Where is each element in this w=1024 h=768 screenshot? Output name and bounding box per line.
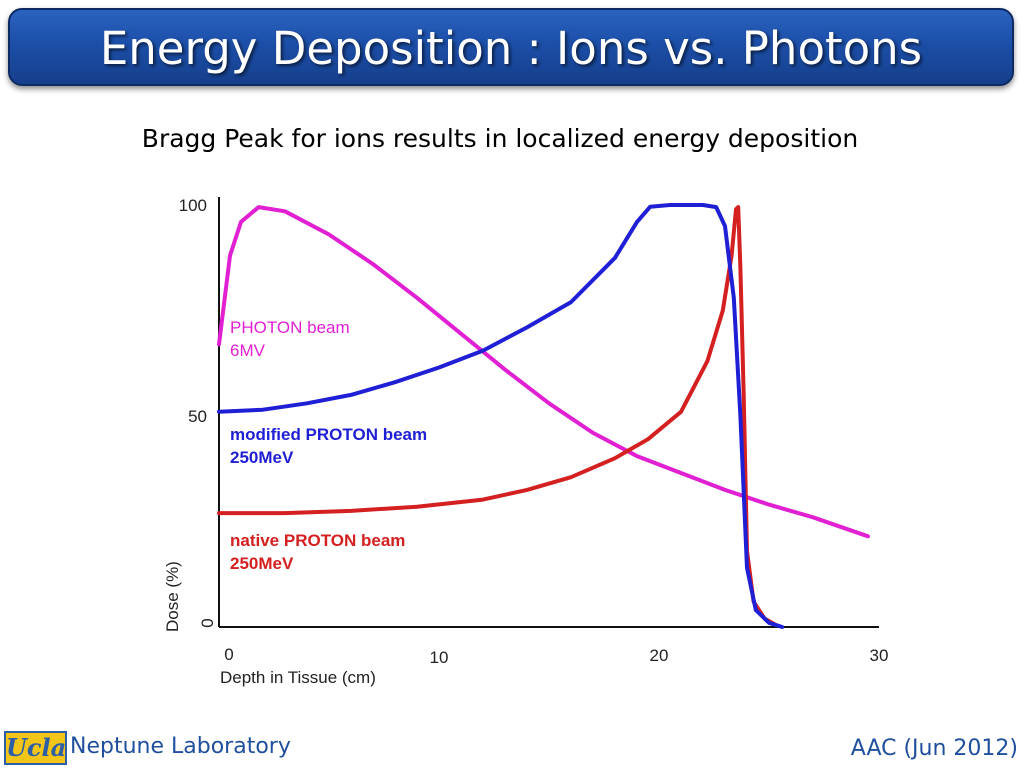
series-label-2-0: native PROTON beam [230,531,405,550]
series-label-0-0: PHOTON beam [230,318,350,337]
y-tick-label-100: 100 [179,196,207,215]
footer-date: AAC (Jun 2012) [850,736,1018,761]
series-line-native-proton-beam [217,205,778,627]
title-bar: Energy Deposition : Ions vs. Photons [8,8,1014,86]
series-label-2-1: 250MeV [230,554,294,573]
series-label-1-0: modified PROTON beam [230,425,427,444]
y-axis-label: Dose (%) [163,561,182,632]
series-label-0-1: 6MV [230,341,266,360]
slide-subtitle: Bragg Peak for ions results in localized… [141,124,859,153]
x-tick-label-20: 20 [650,646,669,665]
x-axis-label: Depth in Tissue (cm) [220,668,376,687]
y-tick-label-0: 0 [198,618,217,627]
x-tick-label-0: 0 [224,645,233,664]
y-tick-label-50: 50 [188,407,207,426]
footer-lab-name: Neptune Laboratory [70,734,291,759]
series-label-1-1: 250MeV [230,448,294,467]
x-tick-label-10: 10 [430,648,449,667]
series-line-modified-proton-beam [217,203,785,629]
x-tick-label-30: 30 [870,646,889,665]
slide-title: Energy Deposition : Ions vs. Photons [99,22,923,75]
ucla-logo: Ucla [4,731,67,765]
